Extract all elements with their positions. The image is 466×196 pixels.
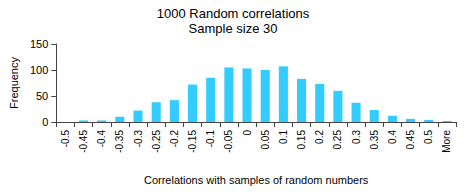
- svg-text:More: More: [441, 130, 452, 153]
- svg-text:0: 0: [42, 116, 48, 128]
- svg-text:100: 100: [30, 64, 48, 76]
- svg-text:-0.4: -0.4: [96, 130, 107, 148]
- svg-text:Frequency: Frequency: [8, 57, 20, 109]
- svg-text:-0.35: -0.35: [114, 130, 125, 153]
- svg-text:0.3: 0.3: [351, 130, 362, 144]
- svg-text:-0.1: -0.1: [205, 130, 216, 148]
- svg-text:-0.15: -0.15: [187, 130, 198, 153]
- svg-text:-0.45: -0.45: [78, 130, 89, 153]
- svg-text:0.4: 0.4: [387, 130, 398, 144]
- svg-text:-0.5: -0.5: [60, 130, 71, 148]
- svg-text:0.25: 0.25: [332, 130, 343, 150]
- svg-text:0.05: 0.05: [260, 130, 271, 150]
- svg-text:1000 Random correlations: 1000 Random correlations: [157, 6, 310, 21]
- svg-text:0.5: 0.5: [423, 130, 434, 144]
- svg-text:-0.3: -0.3: [133, 130, 144, 148]
- svg-text:0: 0: [242, 130, 253, 136]
- svg-text:Sample size 30: Sample size 30: [189, 21, 278, 36]
- svg-text:Correlations with samples of r: Correlations with samples of random numb…: [144, 174, 369, 186]
- svg-text:50: 50: [36, 90, 48, 102]
- svg-text:-0.2: -0.2: [169, 130, 180, 148]
- svg-text:150: 150: [30, 38, 48, 50]
- svg-text:-0.05: -0.05: [223, 130, 234, 153]
- svg-text:0.35: 0.35: [369, 130, 380, 150]
- svg-text:0.2: 0.2: [314, 130, 325, 144]
- svg-text:0.45: 0.45: [405, 130, 416, 150]
- svg-text:0.1: 0.1: [278, 130, 289, 144]
- svg-text:-0.25: -0.25: [151, 130, 162, 153]
- svg-text:0.15: 0.15: [296, 130, 307, 150]
